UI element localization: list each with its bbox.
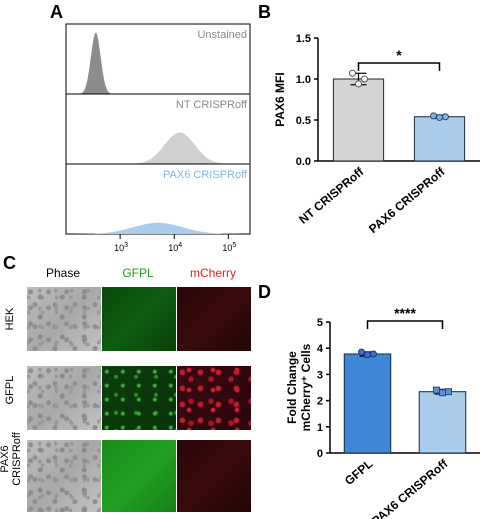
b-significance-label: * <box>396 47 402 63</box>
micrograph-hek-gfpl <box>102 287 176 351</box>
b-y-tick-label-2: 1.0 <box>296 74 311 86</box>
b-y-tick-label-0: 0.0 <box>296 156 311 168</box>
micrograph-pax6-gfpl <box>102 440 176 512</box>
d-y-tick-label-2: 2 <box>317 396 323 408</box>
panel-b-letter: B <box>258 2 271 22</box>
column-header-phase: Phase <box>45 266 81 280</box>
micrograph-gfpl-mcherry <box>177 366 251 430</box>
b-significance-bracket <box>357 62 441 71</box>
micrograph-pax6-mcherry <box>177 440 251 512</box>
histogram-label-0: Unstained <box>197 29 247 41</box>
b-y-axis-label: PAX6 MFI <box>273 72 287 126</box>
x-tick-label-1: 104 <box>168 242 182 253</box>
flow-histogram-chart: Unstained NT CRISPRoff PAX6 CRISPRoff 103 10… <box>65 23 251 253</box>
d-bar-1 <box>418 391 467 454</box>
b-point-0-1 <box>355 80 362 88</box>
d-y-tick-label-5: 5 <box>317 317 323 329</box>
histogram-label-2: PAX6 CRISPRoff <box>163 169 248 181</box>
d-point-0-2 <box>370 350 377 358</box>
d-significance-bracket <box>366 320 444 329</box>
panel-d-letter: D <box>258 282 271 302</box>
column-header-gfpl: GFPL <box>122 266 154 280</box>
d-y-tick-label-0: 0 <box>317 448 323 460</box>
d-x-tick-label-1: PAX6 CRISPRoff <box>369 456 451 519</box>
micrograph-hek-mcherry <box>177 287 251 351</box>
histogram-area-1 <box>66 132 250 164</box>
b-point-1-2 <box>442 113 449 121</box>
d-y-tick-label-4: 4 <box>317 343 324 355</box>
b-y-tick-label-3: 1.5 <box>296 33 311 45</box>
d-significance-label: **** <box>394 305 416 321</box>
micrograph-gfpl-phase <box>27 366 101 430</box>
d-y-tick-label-3: 3 <box>317 369 323 381</box>
d-y-axis-label: Fold Change <box>285 351 299 424</box>
d-point-1-1 <box>439 389 446 397</box>
b-point-0-2 <box>361 75 368 83</box>
histogram-label-1: NT CRISPRoff <box>176 99 248 111</box>
x-tick-label-0: 103 <box>114 242 128 253</box>
b-bar-1 <box>413 116 466 162</box>
micrograph-hek-phase <box>27 287 101 351</box>
d-y-tick-label-1: 1 <box>317 422 323 434</box>
x-tick-label-2: 105 <box>222 242 236 253</box>
panel-a-letter: A <box>50 2 63 22</box>
d-point-0-0 <box>358 348 365 356</box>
d-x-tick-label-0: GFPL <box>342 457 376 488</box>
d-point-1-0 <box>433 386 440 394</box>
d-y-axis-label-2: mCherry⁺ Cells <box>299 343 313 431</box>
b-y-tick-label-1: 0.5 <box>296 115 311 127</box>
column-header-mcherry: mCherry <box>189 266 236 280</box>
d-bar-0 <box>343 353 392 454</box>
scale-bar <box>240 356 250 357</box>
histogram-area-2 <box>66 222 250 234</box>
panel-c-letter: C <box>3 253 16 273</box>
pax6-mfi-bar-chart: 0.00.51.01.5NT CRISPRoff PAX6 CRISPRoff*P… <box>273 33 480 236</box>
d-point-0-1 <box>364 351 371 359</box>
micrograph-gfpl-gfpl <box>102 366 176 430</box>
b-point-0-0 <box>349 69 356 77</box>
d-point-1-2 <box>445 388 452 396</box>
micrograph-pax6-phase <box>27 440 101 512</box>
